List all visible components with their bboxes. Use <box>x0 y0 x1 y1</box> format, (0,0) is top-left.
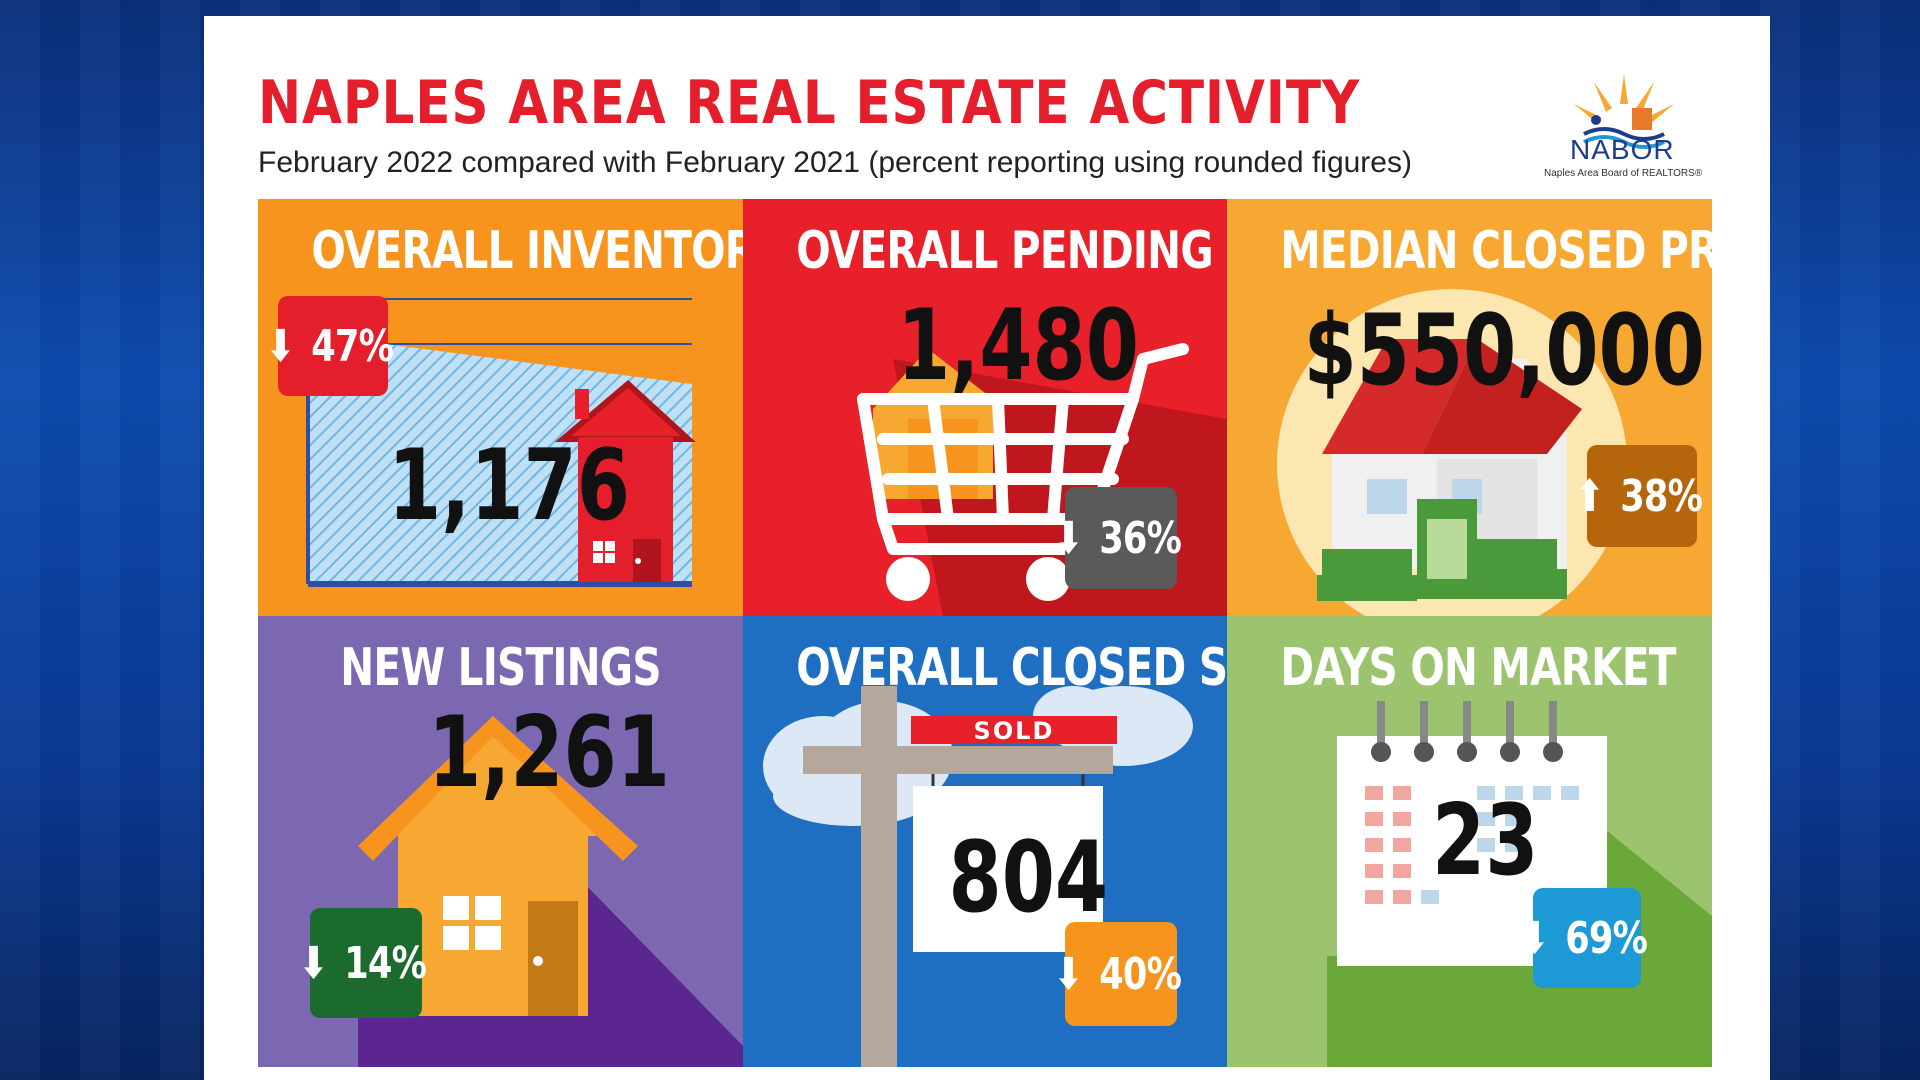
tile-new-listings: NEW LISTINGS 1,261 ⬇ 14% <box>258 616 743 1067</box>
change-badge: ⬆ 38% <box>1575 445 1703 547</box>
change-percent: 14% <box>344 937 428 989</box>
change-badge: ⬇ 40% <box>1054 922 1182 1026</box>
tile-title: NEW LISTINGS <box>340 638 661 698</box>
house-icon <box>358 716 743 1067</box>
tile-days-on-market: DAYS ON MARKET <box>1227 616 1712 1067</box>
nabor-logo-icon <box>1574 74 1674 149</box>
tile-overall-closed-sales: OVERALL CLOSED SALES SOLD 804 <box>743 616 1227 1067</box>
change-badge: ⬇ 69% <box>1520 888 1648 988</box>
stats-grid: OVERALL INVENTORY <box>258 199 1712 1067</box>
tile-overall-pending-sales: OVERALL PENDING SALES <box>743 199 1227 616</box>
new-listings-value: 1,261 <box>428 696 670 810</box>
change-percent: 69% <box>1565 912 1649 964</box>
arrow-down-icon: ⬇ <box>1520 912 1550 964</box>
change-percent: 36% <box>1099 512 1183 564</box>
inventory-value: 1,176 <box>388 429 630 543</box>
change-percent: 38% <box>1620 470 1704 522</box>
tile-title: DAYS ON MARKET <box>1280 638 1676 698</box>
arrow-down-icon: ⬇ <box>1054 512 1084 564</box>
infographic-card: NAPLES AREA REAL ESTATE ACTIVITY Februar… <box>204 16 1770 1080</box>
closed-sales-value: 804 <box>948 821 1109 935</box>
tile-median-closed-price: MEDIAN CLOSED PRICE $550,000 <box>1227 199 1712 616</box>
change-badge: ⬇ 47% <box>266 296 394 396</box>
logo-wordmark: NABOR <box>1570 134 1675 165</box>
page-subtitle: February 2022 compared with February 202… <box>258 146 1412 179</box>
tile-overall-inventory: OVERALL INVENTORY <box>258 199 743 616</box>
median-price-value: $550,000 <box>1303 294 1705 408</box>
days-on-market-value: 23 <box>1432 784 1539 898</box>
change-badge: ⬇ 14% <box>299 908 427 1018</box>
calendar-icon <box>1327 701 1712 1067</box>
tile-title: MEDIAN CLOSED PRICE <box>1280 221 1712 281</box>
tile-title: OVERALL PENDING SALES <box>796 221 1227 281</box>
sold-sign-icon <box>763 686 1193 1067</box>
arrow-down-icon: ⬇ <box>266 320 296 372</box>
change-badge: ⬇ 36% <box>1054 487 1182 589</box>
arrow-down-icon: ⬇ <box>299 937 329 989</box>
house-money-icon <box>1277 289 1627 616</box>
sold-sign-label: SOLD <box>973 717 1055 745</box>
logo-subtitle: Naples Area Board of REALTORS® <box>1544 168 1703 179</box>
pending-sales-value: 1,480 <box>897 289 1139 403</box>
arrow-up-icon: ⬆ <box>1575 470 1605 522</box>
change-percent: 40% <box>1099 948 1183 1000</box>
house-chart-icon <box>306 298 696 587</box>
tile-title: OVERALL INVENTORY <box>311 221 743 281</box>
arrow-down-icon: ⬇ <box>1054 948 1084 1000</box>
change-percent: 47% <box>311 320 395 372</box>
page-title: NAPLES AREA REAL ESTATE ACTIVITY <box>258 68 1361 138</box>
